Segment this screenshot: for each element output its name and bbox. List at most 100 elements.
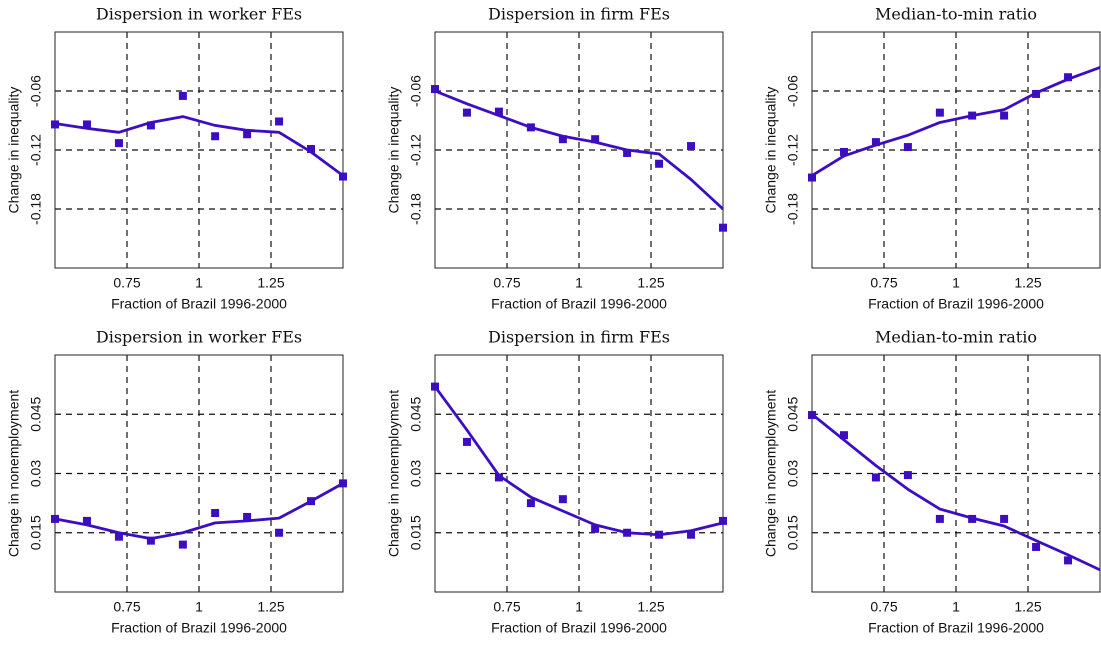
- x-tick-label: 1.25: [1014, 275, 1041, 291]
- marker: [339, 172, 347, 181]
- marker: [903, 471, 912, 480]
- x-axis-label: Fraction of Brazil 1996-2000: [111, 296, 287, 312]
- y-tick-label: 0.015: [785, 515, 801, 550]
- x-axis-label: Fraction of Brazil 1996-2000: [491, 620, 667, 636]
- marker: [623, 148, 632, 157]
- line: [811, 413, 1101, 572]
- panel: Dispersion in worker FEs Fraction of Braz…: [6, 5, 347, 312]
- marker: [114, 139, 123, 148]
- x-axis-label: Fraction of Brazil 1996-2000: [111, 620, 287, 636]
- marker: [462, 437, 471, 446]
- y-tick-label: 0.045: [785, 397, 801, 432]
- x-tick-label: 1.25: [637, 599, 664, 615]
- line: [433, 385, 724, 537]
- marker: [558, 135, 567, 144]
- x-tick-label: 0.75: [493, 599, 520, 615]
- marker: [1064, 73, 1073, 82]
- y-tick-label: 0.03: [408, 460, 424, 487]
- marker: [1000, 111, 1009, 120]
- marker: [178, 540, 187, 549]
- marker: [935, 108, 944, 117]
- marker: [871, 138, 880, 147]
- marker: [275, 528, 284, 537]
- y-tick-label: 0.045: [28, 397, 44, 432]
- y-tick-label: 0.015: [28, 515, 44, 550]
- x-tick-label: 1.25: [257, 599, 284, 615]
- y-tick-label: -0.06: [785, 75, 801, 107]
- x-axis-label: Fraction of Brazil 1996-2000: [868, 620, 1044, 636]
- plot-frame: [434, 354, 724, 593]
- y-tick-label: -0.18: [408, 193, 424, 225]
- marker: [687, 142, 696, 151]
- x-axis-label: Fraction of Brazil 1996-2000: [868, 296, 1044, 312]
- x-tick-label: 0.75: [493, 275, 520, 291]
- x-axis-label: Fraction of Brazil 1996-2000: [491, 296, 667, 312]
- marker: [431, 85, 439, 94]
- marker: [462, 108, 471, 117]
- marker: [526, 499, 535, 508]
- panel-title: Dispersion in firm FEs: [488, 328, 670, 347]
- marker: [146, 121, 155, 130]
- marker: [687, 530, 696, 539]
- panel-title: Dispersion in worker FEs: [96, 5, 302, 24]
- marker: [903, 143, 912, 152]
- y-tick-label: -0.06: [408, 75, 424, 107]
- marker: [719, 516, 727, 525]
- marker: [808, 173, 816, 182]
- marker: [275, 117, 284, 126]
- panel: Median-to-min ratio Fraction of Brazil 19…: [763, 5, 1101, 312]
- marker: [494, 473, 503, 482]
- y-tick-label: -0.12: [28, 134, 44, 166]
- plot-frame: [811, 31, 1101, 269]
- panel-title: Dispersion in worker FEs: [96, 328, 302, 347]
- x-tick-label: 1: [195, 275, 203, 291]
- x-tick-label: 1: [952, 599, 960, 615]
- x-tick-label: 0.75: [870, 599, 897, 615]
- line: [434, 89, 724, 211]
- x-tick-label: 1.25: [257, 275, 284, 291]
- y-tick-label: -0.12: [785, 134, 801, 166]
- marker: [211, 509, 220, 517]
- marker: [146, 536, 155, 545]
- y-tick-label: 0.03: [785, 460, 801, 487]
- marker: [935, 514, 944, 523]
- marker: [719, 223, 727, 232]
- y-tick-label: -0.06: [28, 75, 44, 107]
- marker: [307, 145, 316, 154]
- marker: [243, 512, 252, 521]
- x-tick-label: 0.75: [113, 275, 140, 291]
- y-axis-label: Change in inequality: [386, 87, 402, 214]
- plot-frame: [54, 31, 344, 269]
- x-tick-label: 1: [952, 275, 960, 291]
- marker: [114, 532, 123, 541]
- marker: [871, 473, 880, 482]
- x-tick-label: 1: [575, 599, 583, 615]
- plot-frame: [434, 31, 724, 269]
- x-tick-label: 1: [195, 599, 203, 615]
- panel: Dispersion in firm FEs Fraction of Brazil…: [386, 5, 727, 312]
- panel: Median-to-min ratio Fraction of Brazil 19…: [763, 328, 1101, 636]
- x-tick-label: 0.75: [870, 275, 897, 291]
- y-tick-label: 0.015: [408, 515, 424, 550]
- marker: [211, 132, 220, 141]
- line: [811, 66, 1101, 177]
- y-axis-label: Change in nonemployment: [386, 390, 402, 557]
- panel-title: Median-to-min ratio: [875, 5, 1037, 24]
- panel-title: Dispersion in firm FEs: [488, 5, 670, 24]
- panel-title: Median-to-min ratio: [875, 328, 1037, 347]
- marker: [1064, 556, 1073, 565]
- marker: [178, 91, 187, 100]
- line: [54, 482, 344, 541]
- panel: Dispersion in firm FEs Fraction of Brazil…: [386, 328, 727, 636]
- marker: [82, 516, 91, 525]
- y-tick-label: -0.18: [785, 193, 801, 225]
- marker: [558, 495, 567, 504]
- panel: Dispersion in worker FEs Fraction of Braz…: [6, 328, 347, 636]
- marker: [1000, 514, 1009, 523]
- y-tick-label: -0.18: [28, 193, 44, 225]
- marker: [494, 107, 503, 116]
- marker: [1032, 542, 1041, 551]
- x-tick-label: 0.75: [113, 599, 140, 615]
- plot-frame: [54, 354, 344, 593]
- y-tick-label: 0.03: [28, 460, 44, 487]
